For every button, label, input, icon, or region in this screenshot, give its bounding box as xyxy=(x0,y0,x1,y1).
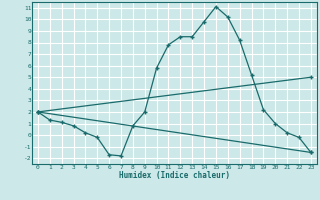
X-axis label: Humidex (Indice chaleur): Humidex (Indice chaleur) xyxy=(119,171,230,180)
